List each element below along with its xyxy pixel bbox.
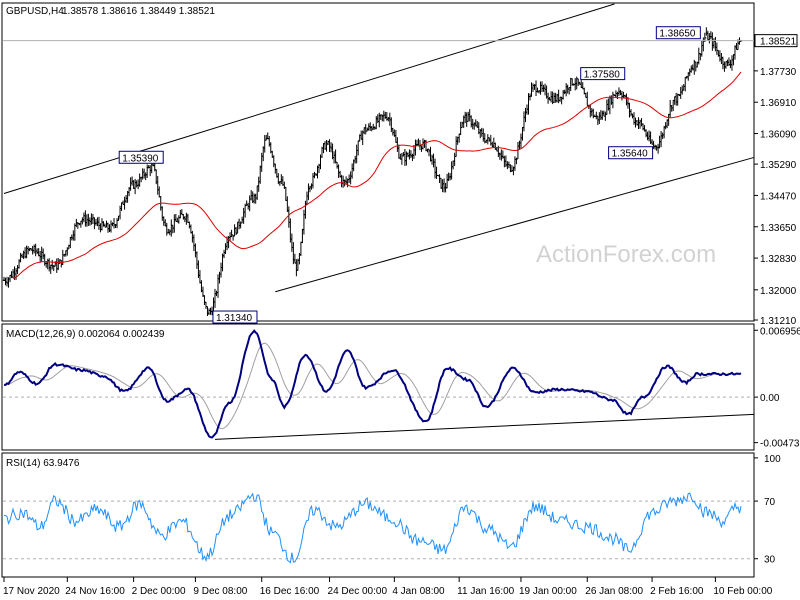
x-tick: 24 Nov 16:00 xyxy=(65,577,125,597)
rsi-y-tick-label: 100 xyxy=(764,454,781,465)
price-y-axis: 1.38521 1.37730 1.36910 1.36090 1.35290 1.344… xyxy=(754,34,798,327)
macd-y-tick: -0.004736 xyxy=(754,439,800,450)
x-tick-label: 16 Dec 16:00 xyxy=(260,586,320,597)
channel-lower-line xyxy=(275,156,755,293)
x-tick-label: 2 Feb 16:00 xyxy=(650,586,704,597)
price-annotations: 1.31340 1.35390 1.37580 1.35640 1.38650 xyxy=(118,26,701,324)
x-tick-label: 4 Jan 08:00 xyxy=(392,586,445,597)
x-tick-label: 9 Dec 08:00 xyxy=(193,586,247,597)
x-tick-label: 17 Nov 2020 xyxy=(3,586,60,597)
x-tick: 16 Dec 16:00 xyxy=(260,577,320,597)
price-y-tick-label: 1.32000 xyxy=(760,286,797,297)
price-annotation-box xyxy=(212,310,258,324)
price-annotation: 1.37580 xyxy=(580,67,626,81)
price-annotation: 1.31340 xyxy=(212,310,258,324)
price-annotation-label: 1.37580 xyxy=(584,70,621,81)
price-annotation-box xyxy=(608,146,654,160)
macd-y-axis: 0.006956 0.00 -0.004736 xyxy=(754,326,800,450)
price-annotation-label: 1.35640 xyxy=(612,149,649,160)
x-tick-label: 19 Jan 00:00 xyxy=(519,586,577,597)
price-annotation-box xyxy=(580,67,626,81)
macd-y-tick-label: 0.006956 xyxy=(760,326,800,337)
x-tick-label: 2 Dec 00:00 xyxy=(132,586,186,597)
x-tick-label: 11 Jan 16:00 xyxy=(457,586,515,597)
x-tick: 9 Dec 08:00 xyxy=(193,577,248,597)
rsi-y-tick: 70 xyxy=(754,497,776,508)
price-panel-frame xyxy=(1,2,755,322)
price-annotation: 1.35390 xyxy=(118,150,164,164)
price-y-tick: 1.33650 xyxy=(754,223,797,234)
price-y-tick-label: 1.32830 xyxy=(760,254,797,265)
channel-upper-line xyxy=(3,3,615,195)
price-y-tick-label: 1.31210 xyxy=(760,316,797,327)
rsi-y-tick: 30 xyxy=(754,555,776,566)
rsi-y-tick: 100 xyxy=(754,454,781,465)
price-annotation-label: 1.35390 xyxy=(122,153,159,164)
price-y-tick-label: 1.36090 xyxy=(760,130,797,141)
macd-y-tick: 0.00 xyxy=(754,393,780,404)
price-bars xyxy=(2,27,743,316)
price-y-tick: 1.37730 xyxy=(754,67,797,78)
x-tick: 10 Feb 00:00 xyxy=(713,577,773,597)
x-tick: 11 Jan 16:00 xyxy=(457,577,515,597)
current-price-box xyxy=(754,34,798,48)
macd-panel: MACD(12,26,9) 0.002064 0.002439 0.006956… xyxy=(1,323,800,451)
macd-y-tick: 0.006956 xyxy=(754,326,800,337)
price-y-tick-label: 1.36910 xyxy=(760,98,797,109)
price-y-tick: 1.36090 xyxy=(754,130,797,141)
rsi-y-tick-label: 30 xyxy=(764,555,776,566)
trend-channel xyxy=(3,3,755,293)
x-tick: 2 Feb 16:00 xyxy=(650,577,704,597)
price-y-tick: 1.32830 xyxy=(754,254,797,265)
macd-trendline xyxy=(214,413,755,440)
price-y-tick: 1.32000 xyxy=(754,286,797,297)
price-y-tick: 1.31210 xyxy=(754,316,797,327)
x-tick: 2 Dec 00:00 xyxy=(132,577,186,597)
rsi-y-axis: 100 70 30 xyxy=(754,454,781,566)
price-y-tick-label: 1.35290 xyxy=(760,160,797,171)
price-annotation-box xyxy=(655,26,701,40)
price-y-tick-label: 1.38521 xyxy=(760,37,797,48)
macd-line xyxy=(3,329,742,439)
price-y-tick: 1.35290 xyxy=(754,160,797,171)
x-tick-label: 10 Feb 00:00 xyxy=(713,586,772,597)
price-annotation: 1.38650 xyxy=(655,26,701,40)
x-tick: 4 Jan 08:00 xyxy=(392,577,445,597)
macd-panel-frame xyxy=(1,323,755,451)
moving-average-line xyxy=(12,71,742,279)
x-tick: 17 Nov 2020 xyxy=(3,577,60,597)
x-tick-label: 26 Jan 08:00 xyxy=(585,586,643,597)
price-annotation: 1.35640 xyxy=(608,146,654,160)
price-y-tick-label: 1.37730 xyxy=(760,67,797,78)
macd-y-tick-label: 0.00 xyxy=(760,393,780,404)
chart-header-ohlc: 1.38578 1.38616 1.38449 1.38521 xyxy=(62,6,215,17)
price-annotation-box xyxy=(118,150,164,164)
price-y-tick: 1.34470 xyxy=(754,191,797,202)
rsi-y-tick-label: 70 xyxy=(764,497,776,508)
watermark-text: ActionForex.com xyxy=(536,241,716,268)
rsi-title: RSI(14) 63.9476 xyxy=(6,458,80,469)
x-tick: 26 Jan 08:00 xyxy=(585,577,644,597)
x-tick: 24 Dec 00:00 xyxy=(328,577,388,597)
x-tick: 19 Jan 00:00 xyxy=(519,577,577,597)
macd-title: MACD(12,26,9) 0.002064 0.002439 xyxy=(6,329,165,340)
rsi-panel: RSI(14) 63.9476 100 70 30 xyxy=(1,452,781,578)
price-panel: 1.31340 1.35390 1.37580 1.35640 1.38650 GBPU… xyxy=(1,2,798,327)
rsi-line xyxy=(3,492,742,564)
x-tick-label: 24 Dec 00:00 xyxy=(328,586,388,597)
rsi-panel-frame xyxy=(1,452,755,578)
price-y-tick: 1.38521 xyxy=(754,34,798,48)
macd-signal-line xyxy=(3,342,741,430)
price-annotation-label: 1.31340 xyxy=(216,313,253,324)
price-y-tick: 1.36910 xyxy=(754,98,797,109)
price-y-tick-label: 1.33650 xyxy=(760,223,797,234)
time-x-axis: 17 Nov 2020 24 Nov 16:00 2 Dec 00:00 9 Dec … xyxy=(3,577,773,597)
x-tick-label: 24 Nov 16:00 xyxy=(65,586,125,597)
chart-header-symbol: GBPUSD,H4 xyxy=(6,6,64,17)
macd-y-tick-label: -0.004736 xyxy=(760,439,800,450)
price-y-tick-label: 1.34470 xyxy=(760,191,797,202)
price-annotation-label: 1.38650 xyxy=(659,29,696,40)
